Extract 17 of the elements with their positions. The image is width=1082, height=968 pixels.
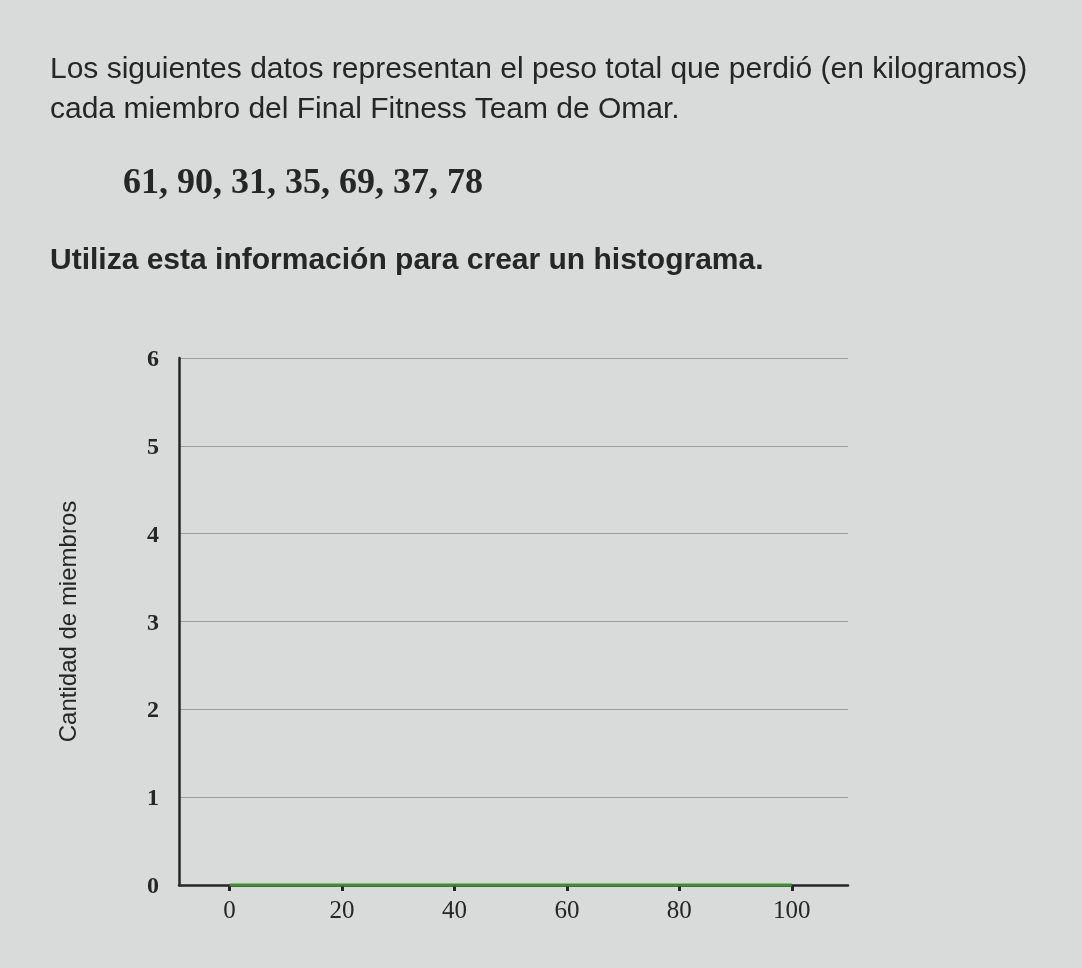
y-tick-label: 6 xyxy=(147,345,159,371)
text: Utiliza esta información para crear un histograma. xyxy=(50,241,764,275)
x-tick-label: 100 xyxy=(773,896,811,923)
x-tick-label: 40 xyxy=(441,896,467,923)
y-tick-label: 1 xyxy=(147,784,159,811)
x-tick-label: 60 xyxy=(554,896,580,923)
x-tick-label: 20 xyxy=(329,896,355,923)
x-tick-label: 0 xyxy=(223,896,236,923)
y-tick-label: 2 xyxy=(147,696,159,723)
y-tick-label: 3 xyxy=(147,608,159,635)
x-tick-label: 80 xyxy=(666,896,692,923)
y-axis-title: Cantidad de miembros xyxy=(53,500,81,743)
chart-title: Los siguientes datos representan el peso total que perdió (en kilogramos) cada miembro del Final Fitness Team de Omar. xyxy=(50,50,1036,124)
y-tick-label: 0 xyxy=(147,872,159,898)
text: 61, 90, 31, 35, 69, 37, 78 xyxy=(123,161,483,201)
y-tick-label: 4 xyxy=(147,520,159,547)
y-tick-label: 5 xyxy=(147,432,159,459)
